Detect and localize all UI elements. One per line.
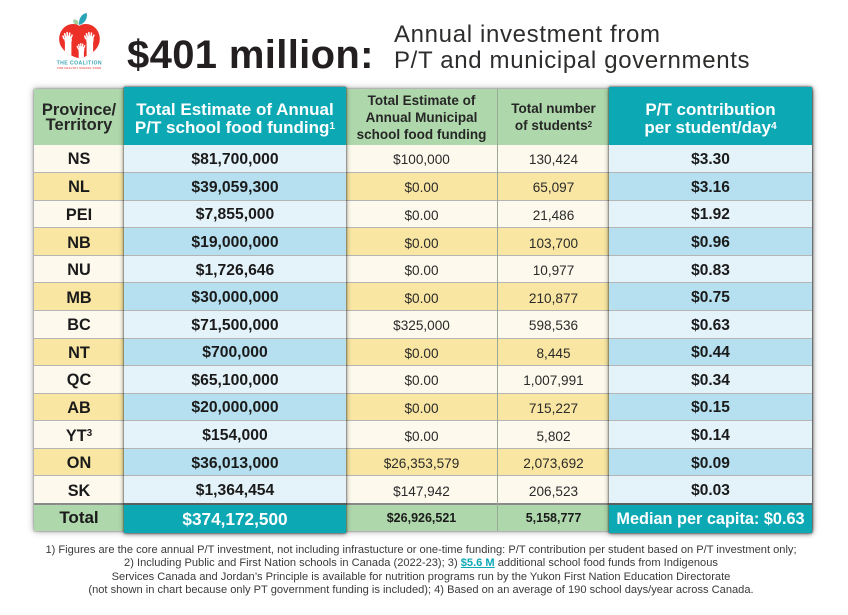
svg-text:FOR HEALTHY SCHOOL FOOD: FOR HEALTHY SCHOOL FOOD (57, 66, 101, 70)
svg-text:THE COALITION: THE COALITION (57, 61, 102, 67)
